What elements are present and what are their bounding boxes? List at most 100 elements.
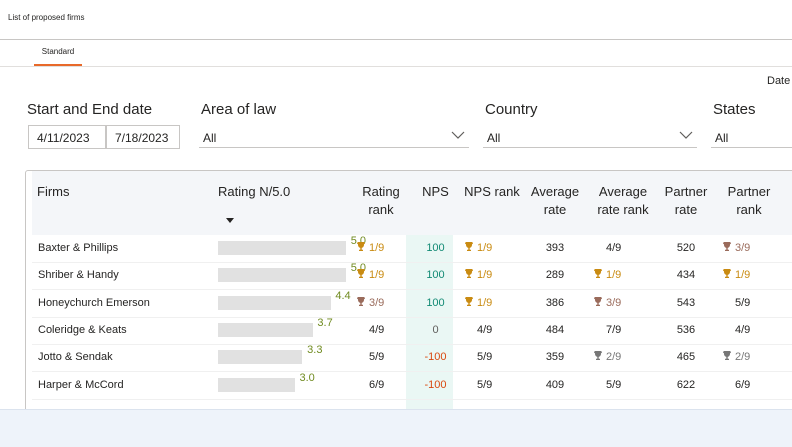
- table-row[interactable]: Coleridge & Keats 3.7 4/9 0 4/9 484 7/9 536 4/9: [32, 317, 792, 345]
- partner-rank-value: 4/9: [735, 323, 751, 336]
- trophy-icon: [594, 269, 602, 279]
- nps-rank: 1/9: [464, 290, 492, 317]
- nps-rank-value: 4/9: [477, 323, 493, 336]
- trophy-icon: [594, 351, 602, 361]
- firm-name[interactable]: Harper & McCord: [38, 378, 124, 391]
- nps-column-background: [406, 235, 453, 421]
- rating-rank: 4/9: [356, 317, 384, 344]
- header-rating-rank[interactable]: Rating rank: [362, 184, 400, 217]
- header-partner-rate[interactable]: Partner rate: [664, 184, 708, 217]
- tab-active-indicator: [34, 64, 82, 66]
- partner-rate: 622: [676, 378, 696, 391]
- rating-rank-value: 1/9: [369, 242, 385, 254]
- partner-rank: 2/9: [722, 344, 750, 371]
- firm-name[interactable]: Jotto & Sendak: [38, 351, 113, 364]
- average-rate-rank-value: 3/9: [606, 296, 622, 309]
- trophy-icon: [465, 296, 473, 306]
- trophy-icon: [723, 351, 731, 361]
- average-rate-rank-value: 4/9: [606, 242, 622, 254]
- nps-rank-value: 1/9: [477, 269, 493, 282]
- firm-name[interactable]: Baxter & Phillips: [38, 242, 119, 254]
- nps-rank: 5/9: [464, 372, 492, 399]
- table-row[interactable]: Shriber & Handy 5.0 1/9 100 1/9 289 1/9 434 1/9: [32, 262, 792, 291]
- rating-rank-value: 1/9: [369, 269, 385, 282]
- trophy-icon: [723, 242, 731, 251]
- table-row[interactable]: Honeychurch Emerson 4.4 3/9 100 1/9 386 3/9 543…: [32, 290, 792, 318]
- average-rate-rank-value: 1/9: [606, 269, 622, 282]
- nps-value: -100: [424, 378, 447, 391]
- country-dropdown[interactable]: All: [483, 126, 697, 148]
- rating-bar: [218, 350, 303, 365]
- partner-rate: 543: [676, 296, 696, 309]
- partner-rank-value: 3/9: [735, 242, 751, 254]
- firm-name[interactable]: Honeychurch Emerson: [38, 296, 150, 309]
- top-divider: [0, 39, 792, 40]
- states-dropdown[interactable]: All: [711, 126, 792, 148]
- slicer-title-area-of-law: Area of law: [201, 101, 277, 118]
- nps-rank: 1/9: [464, 262, 492, 289]
- trophy-icon: [594, 296, 602, 306]
- nps-rank-value: 5/9: [477, 378, 493, 391]
- nps-value: 0: [432, 323, 439, 336]
- average-rate: 409: [545, 378, 565, 391]
- partner-rank-value: 6/9: [735, 378, 751, 391]
- rating-bar: [218, 377, 295, 392]
- rating-value: 3.7: [317, 316, 333, 329]
- end-date-input[interactable]: 7/18/2023: [106, 125, 180, 149]
- nps-rank: 1/9: [464, 235, 492, 262]
- partner-rank: 3/9: [722, 235, 750, 262]
- table-header: Firms Rating N/5.0 Rating rank NPS NPS r…: [32, 171, 792, 235]
- header-nps[interactable]: NPS: [422, 184, 449, 199]
- rating-bar: [218, 241, 346, 255]
- partner-rate: 434: [676, 269, 696, 282]
- sort-desc-icon[interactable]: [226, 218, 234, 223]
- page-title: List of proposed firms: [8, 13, 85, 22]
- chevron-down-icon: [451, 131, 465, 139]
- start-date-input[interactable]: 4/11/2023: [28, 125, 106, 149]
- rating-value: 4.4: [335, 289, 351, 302]
- nps-rank-value: 1/9: [477, 242, 493, 254]
- slicer-title-country: Country: [485, 101, 538, 118]
- header-average-rate-rank[interactable]: Average rate rank: [597, 184, 649, 217]
- header-rating[interactable]: Rating N/5.0: [218, 184, 291, 199]
- tab-standard[interactable]: Standard: [41, 47, 75, 56]
- firm-name[interactable]: Shriber & Handy: [38, 269, 119, 282]
- partner-rate: 536: [676, 323, 696, 336]
- table-row[interactable]: Jotto & Sendak 3.3 5/9 -100 5/9 359 2/9 465 2/9: [32, 344, 792, 373]
- rating-rank: 1/9: [356, 235, 384, 262]
- average-rate-rank-value: 5/9: [606, 378, 622, 391]
- rating-rank-value: 3/9: [369, 296, 385, 309]
- trophy-icon: [357, 269, 365, 279]
- rating-rank: 1/9: [356, 262, 384, 289]
- average-rate: 393: [545, 242, 565, 254]
- average-rate: 386: [545, 296, 565, 309]
- header-partner-rank[interactable]: Partner rank: [727, 184, 771, 217]
- rating-rank-value: 6/9: [369, 378, 385, 391]
- header-firms[interactable]: Firms: [37, 184, 70, 199]
- table-row[interactable]: Harper & McCord 3.0 6/9 -100 5/9 409 5/9 622 6/9: [32, 372, 792, 400]
- slicer-title-start-end: Start and End date: [27, 101, 153, 118]
- average-rate-rank: 4/9: [593, 235, 621, 262]
- partner-rank-value: 1/9: [735, 269, 751, 282]
- average-rate: 484: [545, 323, 565, 336]
- bottom-band: [0, 409, 792, 447]
- trophy-icon: [357, 242, 365, 251]
- table-row[interactable]: Baxter & Phillips 5.0 1/9 100 1/9 393 4/9 520 3/…: [32, 235, 792, 263]
- header-nps-rank[interactable]: NPS rank: [464, 184, 520, 199]
- average-rate-rank: 5/9: [593, 372, 621, 399]
- partner-rank-value: 5/9: [735, 296, 751, 309]
- average-rate-rank-value: 2/9: [606, 351, 622, 364]
- area-of-law-dropdown[interactable]: All: [199, 126, 469, 148]
- nps-value: 100: [426, 242, 445, 254]
- rating-rank: 5/9: [356, 344, 384, 371]
- tab-divider: [0, 66, 792, 67]
- average-rate-rank: 2/9: [593, 344, 621, 371]
- rating-bar: [218, 322, 313, 337]
- rating-bar: [218, 295, 331, 310]
- firm-name[interactable]: Coleridge & Keats: [38, 323, 127, 336]
- trophy-icon: [465, 242, 473, 251]
- nps-value: 100: [426, 269, 445, 282]
- header-average-rate[interactable]: Average rate: [530, 184, 580, 217]
- firms-table: Firms Rating N/5.0 Rating rank NPS NPS r…: [25, 170, 792, 422]
- trophy-icon: [465, 269, 473, 279]
